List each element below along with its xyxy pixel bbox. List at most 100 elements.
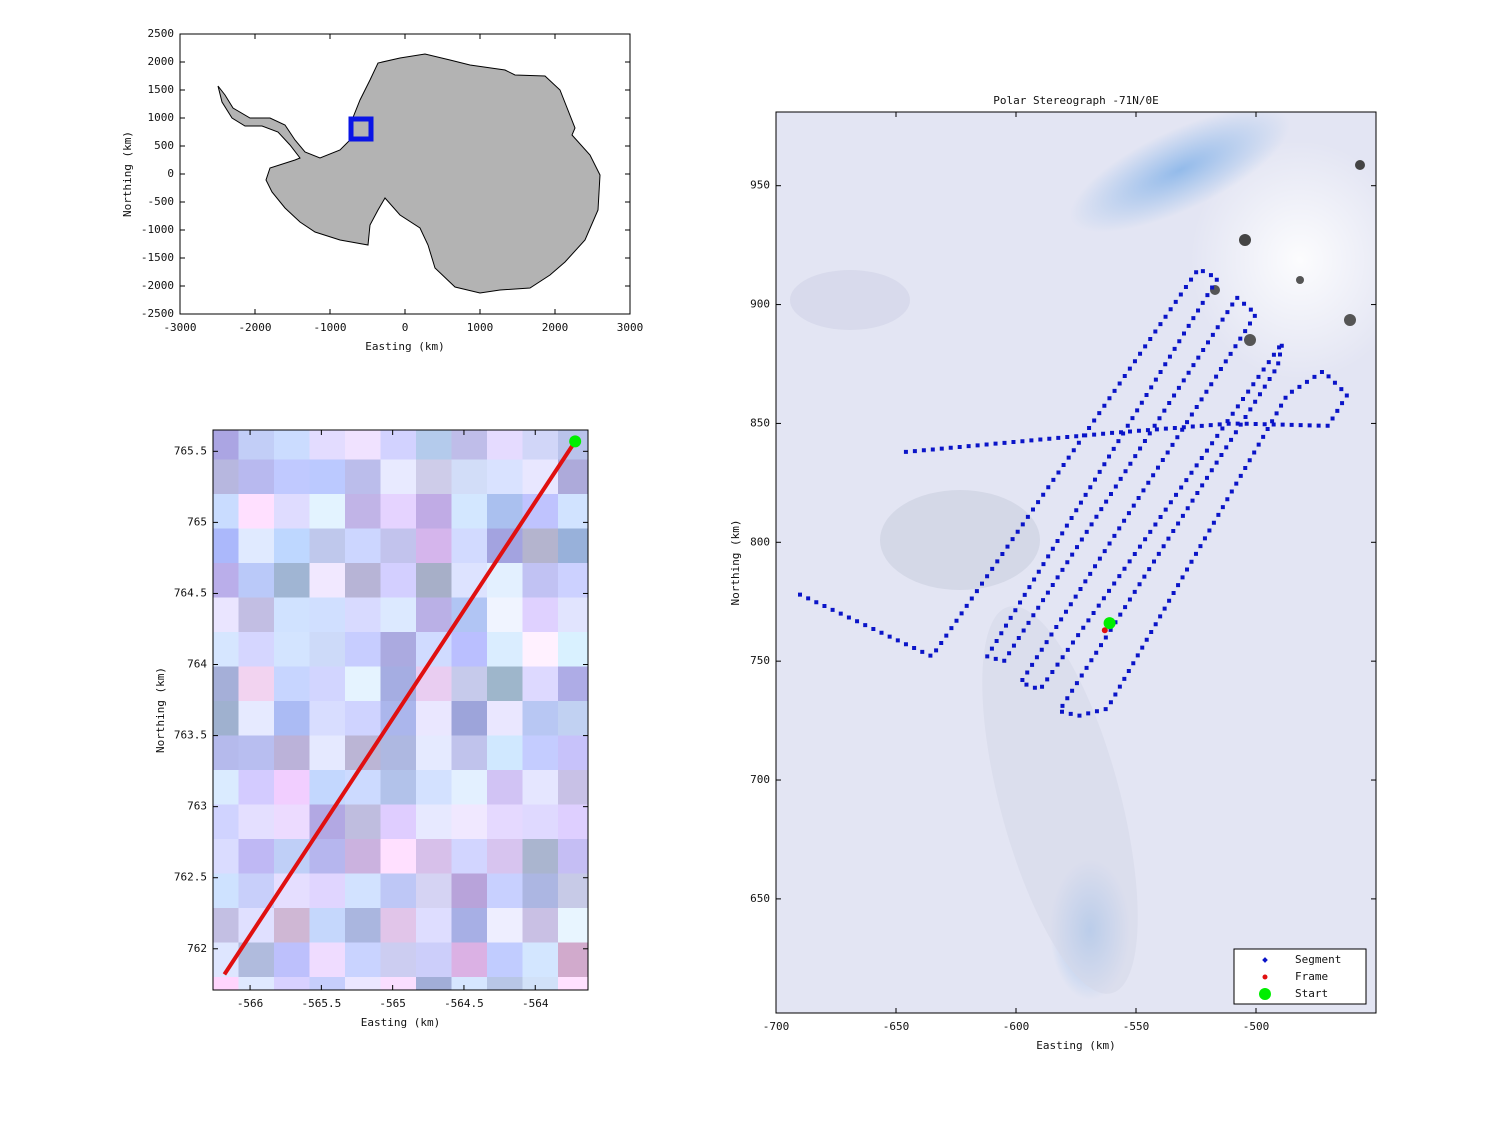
x-tick-label: -1000 xyxy=(313,321,346,334)
raster-tile xyxy=(309,942,346,978)
raster-tile xyxy=(416,839,452,874)
raster-tile xyxy=(380,839,417,874)
raster-tile xyxy=(522,839,559,874)
raster-tile xyxy=(345,494,381,529)
raster-tile xyxy=(238,942,275,978)
raster-tile xyxy=(213,804,239,840)
x-tick-label: -564 xyxy=(522,997,549,1010)
y-tick-label: 500 xyxy=(154,139,174,152)
raster-tile xyxy=(451,839,488,874)
y-tick-label: -2000 xyxy=(141,279,174,292)
raster-tile xyxy=(558,563,588,598)
raster-tile xyxy=(380,804,417,840)
raster-tile xyxy=(345,701,381,736)
raster-tile xyxy=(213,632,239,667)
raster-tile xyxy=(522,770,559,805)
raster-tile xyxy=(345,873,381,909)
legend-box xyxy=(1233,948,1367,1005)
raster-tile xyxy=(487,735,523,771)
raster-tile xyxy=(309,459,346,495)
raster-tile xyxy=(309,494,346,529)
raster-tile xyxy=(380,873,417,909)
raster-tile xyxy=(238,873,275,909)
antarctica-outline xyxy=(217,53,601,294)
raster-tile xyxy=(416,804,452,840)
y-tick-label: -1500 xyxy=(141,251,174,264)
region-box xyxy=(348,116,374,142)
x-tick-label: -2000 xyxy=(238,321,271,334)
raster-tile xyxy=(380,563,417,598)
y-tick-label: 763 xyxy=(187,800,207,813)
raster-tile xyxy=(309,701,346,736)
raster-tile xyxy=(213,735,239,771)
raster-tile xyxy=(522,735,559,771)
point xyxy=(1103,617,1116,630)
raster-tile xyxy=(274,942,310,978)
y-tick-label: 800 xyxy=(750,535,770,548)
raster-tile xyxy=(345,597,381,633)
raster-tile xyxy=(309,908,346,943)
raster-tile xyxy=(274,459,310,495)
raster-tile xyxy=(451,942,488,978)
raster-tile xyxy=(238,563,275,598)
raster-tile xyxy=(238,770,275,805)
x-tick-label: -550 xyxy=(1123,1020,1150,1033)
raster-tile xyxy=(380,770,417,805)
raster-tile xyxy=(558,804,588,840)
raster-tile xyxy=(238,666,275,702)
y-tick-label: 1000 xyxy=(148,111,175,124)
raster-tile xyxy=(487,701,523,736)
raster-tile xyxy=(238,804,275,840)
raster-tile xyxy=(274,908,310,943)
raster-tile xyxy=(213,494,239,529)
raster-tile xyxy=(416,597,452,633)
raster-tile xyxy=(274,563,310,598)
raster-tile xyxy=(487,977,523,990)
raster-tile xyxy=(309,632,346,667)
raster-tile xyxy=(274,735,310,771)
y-tick-label: 2500 xyxy=(148,27,175,40)
raster-tile xyxy=(558,942,588,978)
point xyxy=(569,435,582,448)
raster-tile xyxy=(416,770,452,805)
raster-tile xyxy=(558,770,588,805)
x-tick-label: 1000 xyxy=(467,321,494,334)
raster-tile xyxy=(309,563,346,598)
raster-tile xyxy=(213,528,239,564)
raster-tile xyxy=(522,632,559,667)
raster-tile xyxy=(213,908,239,943)
raster-tile xyxy=(309,839,346,874)
raster-tile xyxy=(213,597,239,633)
raster-tile xyxy=(558,632,588,667)
raster-tile xyxy=(345,942,381,978)
raster-background xyxy=(213,430,588,990)
raster-tile xyxy=(451,873,488,909)
raster-tile xyxy=(274,597,310,633)
raster-tile xyxy=(522,804,559,840)
legend-label: Segment xyxy=(1295,953,1341,966)
legend-label: Start xyxy=(1295,987,1328,1000)
x-tick-label: -700 xyxy=(763,1020,790,1033)
raster-tile xyxy=(380,494,417,529)
raster-tile xyxy=(558,839,588,874)
raster-tile xyxy=(451,977,488,990)
legend-marker xyxy=(1259,988,1271,1000)
raster-tile xyxy=(416,873,452,909)
y-axis-label: Northing (km) xyxy=(121,131,134,217)
axes-frame xyxy=(775,111,1377,1014)
y-tick-label: 763.5 xyxy=(174,729,207,742)
raster-tile xyxy=(238,632,275,667)
raster-tile xyxy=(238,597,275,633)
raster-tile xyxy=(487,632,523,667)
x-tick-label: -600 xyxy=(1003,1020,1030,1033)
y-tick-label: 762.5 xyxy=(174,871,207,884)
x-tick-label: -565.5 xyxy=(301,997,341,1010)
raster-tile xyxy=(522,528,559,564)
raster-tile xyxy=(451,430,488,460)
raster-tile xyxy=(522,908,559,943)
raster-tile xyxy=(345,666,381,702)
x-axis-label: Easting (km) xyxy=(361,1016,440,1029)
raster-tile xyxy=(416,563,452,598)
raster-tile xyxy=(309,597,346,633)
